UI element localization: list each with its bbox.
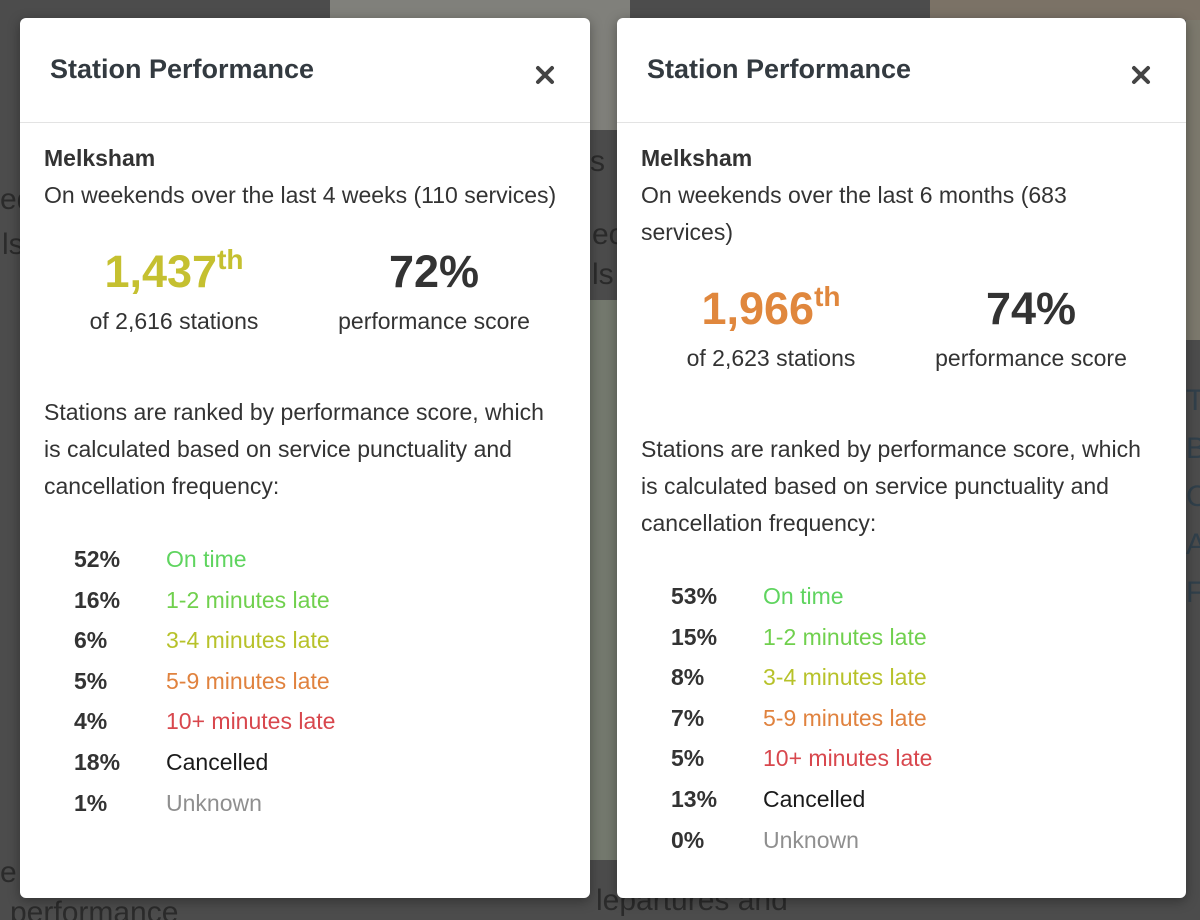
breakdown-label: 1-2 minutes late [763,623,927,650]
breakdown-percent: 4% [74,708,108,735]
breakdown-row-1-2-late: 15% 1-2 minutes late [671,617,1162,658]
breakdown-row-5-9-late: 7% 5-9 minutes late [671,698,1162,739]
score-label: performance score [338,308,530,334]
breakdown-label: Cancelled [166,748,269,775]
score-stat: 74% performance score [901,281,1161,377]
breakdown-row-on-time: 52% On time [74,539,566,580]
close-icon [536,66,554,84]
stats-row: 1,437th of 2,616 stations 72% performanc… [44,244,566,394]
breakdown-percent: 53% [671,583,718,609]
close-button[interactable] [534,64,556,86]
breakdown-percent: 18% [74,748,121,775]
modal-title: Station Performance [647,54,912,84]
rank-stat: 1,966th of 2,623 stations [641,281,901,377]
breakdown-percent: 1% [74,789,108,816]
close-icon [1132,66,1150,84]
modal-body: Melksham On weekends over the last 6 mon… [641,140,1162,860]
breakdown-percent: 15% [671,623,718,650]
breakdown-label: 3-4 minutes late [763,664,927,691]
background-map-right [930,0,1200,20]
background-map-strip [590,300,620,860]
breakdown-percent: 16% [74,586,121,613]
breakdown-row-5-9-late: 5% 5-9 minutes late [74,661,566,702]
modal-body: Melksham On weekends over the last 4 wee… [44,140,566,823]
breakdown-row-on-time: 53% On time [671,576,1162,617]
background-text: e [0,856,17,889]
breakdown-label: 3-4 minutes late [166,627,330,654]
breakdown-row-10-plus-late: 4% 10+ minutes late [74,701,566,742]
period-description: On weekends over the last 4 weeks (110 s… [44,182,557,208]
breakdown-percent: 13% [671,785,718,812]
breakdown-label: 1-2 minutes late [166,586,330,613]
ranking-explanation: Stations are ranked by performance score… [44,399,544,499]
breakdown-label: 5-9 minutes late [166,667,330,694]
modal-header: Station Performance [20,18,590,123]
background-text: ls [592,258,614,291]
close-button[interactable] [1130,64,1152,86]
punctuality-breakdown: 52% On time 16% 1-2 minutes late 6% 3-4 … [74,539,566,823]
station-name: Melksham [44,145,156,171]
score-label: performance score [935,345,1127,371]
punctuality-breakdown: 53% On time 15% 1-2 minutes late 8% 3-4 … [671,576,1162,860]
breakdown-row-3-4-late: 6% 3-4 minutes late [74,620,566,661]
score-value: 72% [388,246,480,297]
station-performance-modal: Station Performance Melksham On weekends… [20,18,590,898]
breakdown-row-1-2-late: 16% 1-2 minutes late [74,580,566,621]
background-text: s [590,145,605,178]
stats-row: 1,966th of 2,623 stations 74% performanc… [641,281,1162,431]
breakdown-percent: 8% [671,664,705,691]
breakdown-percent: 5% [671,745,705,772]
breakdown-label: Unknown [166,789,262,816]
breakdown-label: On time [763,583,844,609]
station-performance-modal: Station Performance Melksham On weekends… [617,18,1186,898]
background-link: A [1186,528,1200,561]
breakdown-label: 10+ minutes late [763,745,933,772]
score-stat: 72% performance score [304,244,564,340]
period-description: On weekends over the last 6 months (683 … [641,182,1067,245]
ranking-explanation: Stations are ranked by performance score… [641,436,1141,536]
breakdown-percent: 52% [74,546,121,572]
background-link: T [1186,384,1200,417]
rank-label: of 2,623 stations [686,345,856,371]
background-text: ls [2,228,24,261]
breakdown-label: Cancelled [763,785,866,812]
rank-value: 1,437th [104,244,244,298]
breakdown-percent: 0% [671,826,705,853]
breakdown-label: Unknown [763,826,859,853]
breakdown-label: 10+ minutes late [166,708,336,735]
score-value: 74% [985,283,1077,334]
breakdown-percent: 7% [671,704,705,731]
rank-value: 1,966th [701,281,841,335]
breakdown-row-cancelled: 18% Cancelled [74,742,566,783]
rank-label: of 2,616 stations [89,308,259,334]
background-map-edge [1186,20,1200,340]
rank-stat: 1,437th of 2,616 stations [44,244,304,340]
breakdown-row-10-plus-late: 5% 10+ minutes late [671,738,1162,779]
breakdown-row-unknown: 0% Unknown [671,820,1162,861]
breakdown-row-3-4-late: 8% 3-4 minutes late [671,657,1162,698]
breakdown-percent: 6% [74,627,108,654]
breakdown-label: 5-9 minutes late [763,704,927,731]
background-link: B [1186,432,1200,465]
background-link: C [1186,480,1200,513]
breakdown-percent: 5% [74,667,108,694]
modal-header: Station Performance [617,18,1186,123]
breakdown-row-cancelled: 13% Cancelled [671,779,1162,820]
background-text: performance [10,896,179,920]
background-link: F [1186,576,1200,609]
station-name: Melksham [641,145,753,171]
breakdown-row-unknown: 1% Unknown [74,783,566,824]
breakdown-label: On time [166,546,247,572]
modal-title: Station Performance [50,54,315,84]
